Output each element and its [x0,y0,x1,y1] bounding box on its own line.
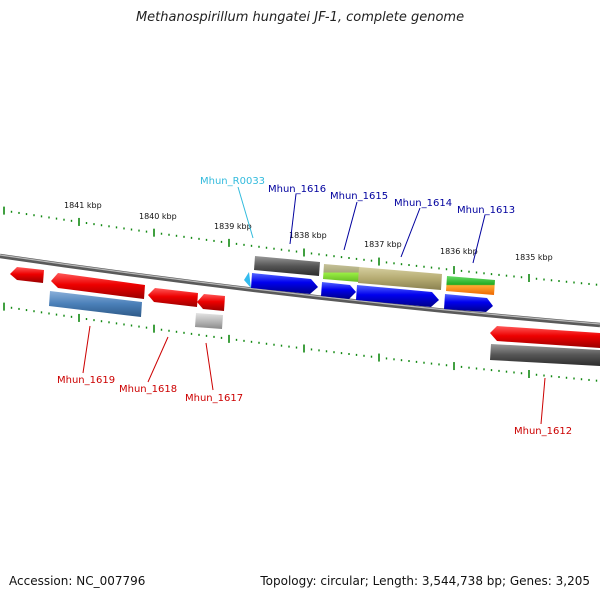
gene-left-edge[interactable] [10,267,44,283]
top-strand-features [244,256,495,312]
gene-mhun-1612-lower[interactable] [490,344,600,366]
gene-label-mhun-1619[interactable]: Mhun_1619 [57,375,115,386]
gene-label-mhun-r0033[interactable]: Mhun_R0033 [200,176,265,187]
tick-label: 1840 kbp [139,212,177,221]
tick-label: 1837 kbp [364,240,402,249]
gene-mhun-1615-top[interactable] [323,264,360,282]
gene-label-mhun-1614[interactable]: Mhun_1614 [394,198,452,209]
genome-backbone [0,253,600,328]
gene-label-mhun-1618[interactable]: Mhun_1618 [119,384,177,395]
map-title: Methanospirillum hungatei JF-1, complete… [135,10,465,25]
tick-label: 1835 kbp [515,253,553,262]
gene-mhun-1619[interactable] [51,273,145,299]
gene-labels-bottom: Mhun_1619 Mhun_1618 Mhun_1617 Mhun_1612 [57,375,572,437]
gene-mhun-1614-top[interactable] [358,267,442,290]
ruler-ticks-outer [3,206,598,286]
gene-label-mhun-1613[interactable]: Mhun_1613 [457,205,515,216]
gene-mhun-1617[interactable] [197,294,225,311]
gene-mhun-1613-top[interactable] [446,276,495,295]
gene-label-mhun-1616[interactable]: Mhun_1616 [268,184,326,195]
rna-feature-mhun-r0033[interactable] [244,272,251,288]
gene-mhun-1616[interactable] [251,273,318,294]
tick-label: 1836 kbp [440,247,478,256]
tick-label: 1841 kbp [64,201,102,210]
accession-text: Accession: NC_007796 [9,574,146,588]
gene-labels-top: Mhun_R0033 Mhun_1616 Mhun_1615 Mhun_1614… [200,176,515,216]
gene-mhun-1618[interactable] [148,288,198,307]
tick-label: 1839 kbp [214,222,252,231]
gene-label-mhun-1612[interactable]: Mhun_1612 [514,426,572,437]
genome-summary-text: Topology: circular; Length: 3,544,738 bp… [260,574,590,588]
gene-mhun-1616-top[interactable] [254,256,320,276]
gene-mhun-1613[interactable] [444,294,493,312]
gene-label-mhun-1617[interactable]: Mhun_1617 [185,393,243,404]
genome-backbone-highlight [0,254,600,325]
gene-label-mhun-1615[interactable]: Mhun_1615 [330,191,388,202]
gene-mhun-1615[interactable] [321,282,356,299]
label-leader-lines [82,186,546,425]
ruler-labels: 1841 kbp 1840 kbp 1839 kbp 1838 kbp 1837… [64,201,553,262]
gene-mhun-1619-lower[interactable] [49,291,142,317]
gene-mhun-1617-lower[interactable] [195,313,223,329]
gene-mhun-1614[interactable] [356,285,439,307]
bottom-strand-features [10,267,600,366]
gene-mhun-1612[interactable] [490,326,600,348]
tick-label: 1838 kbp [289,231,327,240]
ruler-ticks-inner [3,302,598,382]
